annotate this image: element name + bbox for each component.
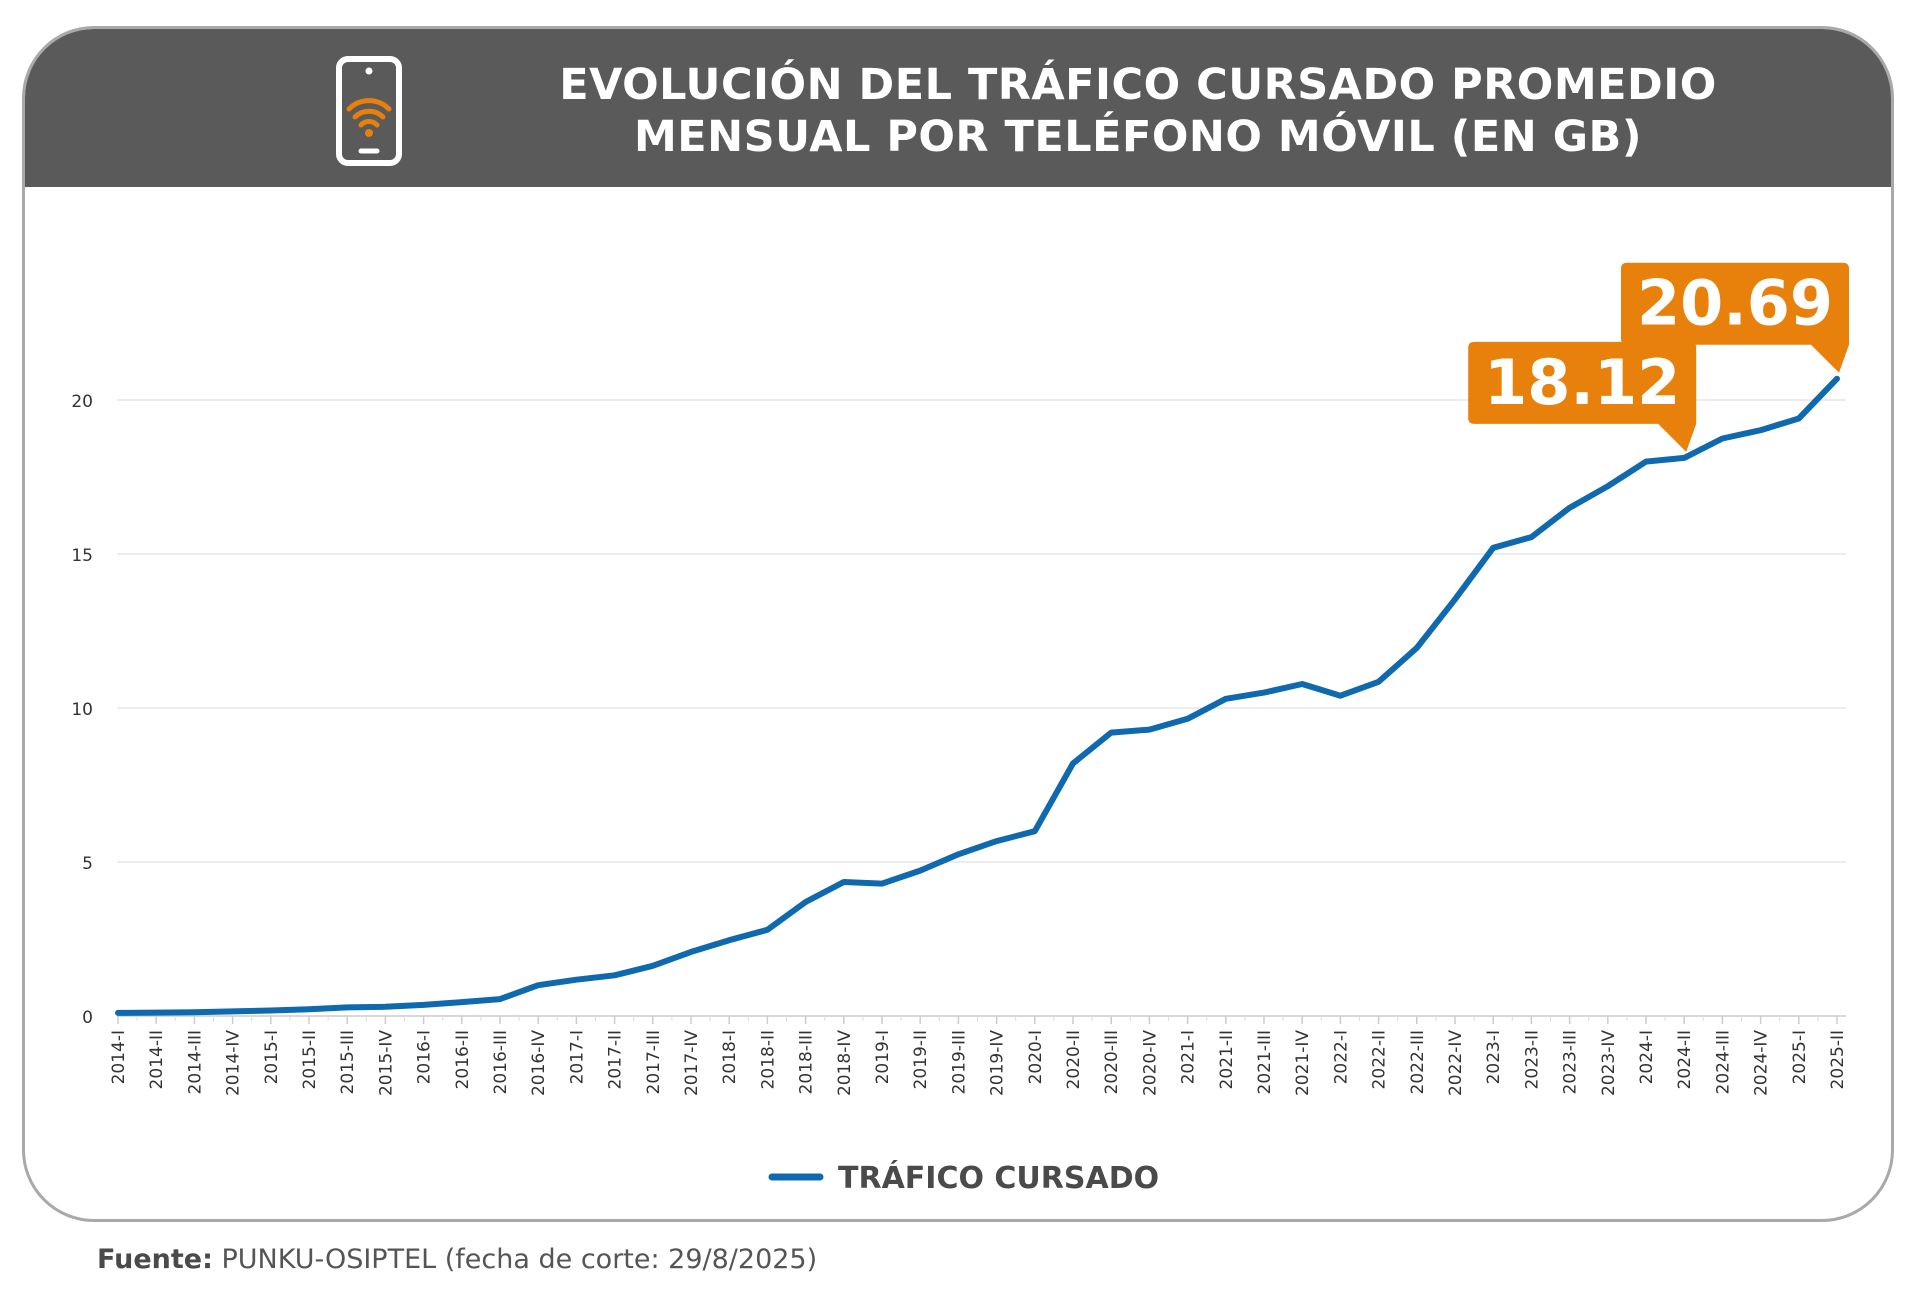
y-tick-label: 15 [71,546,93,566]
title-line-1: EVOLUCIÓN DEL TRÁFICO CURSADO PROMEDIO [559,60,1717,110]
x-tick-label: 2020-I [1026,1030,1046,1084]
source-note: Fuente: PUNKU-OSIPTEL (fecha de corte: 2… [97,1244,817,1275]
x-tick-label: 2014-II [147,1030,167,1089]
x-tick-label: 2016-II [453,1030,473,1089]
x-tick-label: 2015-III [338,1030,358,1094]
legend-label: TRÁFICO CURSADO [838,1160,1159,1196]
x-tick-label: 2020-III [1102,1030,1122,1094]
y-tick-label: 5 [82,854,93,874]
smartphone-wifi-icon [336,56,402,166]
x-tick-label: 2014-III [185,1030,205,1094]
x-tick-label: 2020-IV [1140,1030,1160,1096]
x-tick-label: 2024-IV [1752,1030,1772,1096]
x-tick-label: 2020-II [1064,1030,1084,1089]
x-tick-label: 2017-IV [682,1030,702,1096]
x-tick-label: 2025-II [1828,1030,1848,1089]
x-tick-label: 2018-III [797,1030,817,1094]
x-tick-label: 2024-II [1675,1030,1695,1089]
x-tick-label: 2017-I [567,1030,587,1084]
x-tick-label: 2023-II [1522,1030,1542,1089]
x-tick-label: 2015-IV [376,1030,396,1096]
y-tick-label: 0 [82,1008,93,1028]
x-tick-label: 2018-II [758,1030,778,1089]
x-tick-label: 2019-II [911,1030,931,1089]
x-tick-label: 2024-III [1713,1030,1733,1094]
x-tick-label: 2015-II [300,1030,320,1089]
x-tick-label: 2019-III [949,1030,969,1094]
x-tick-label: 2016-III [491,1030,511,1094]
x-tick-label: 2014-IV [224,1030,244,1096]
x-tick-label: 2015-I [262,1030,282,1084]
x-tick-label: 2016-IV [529,1030,549,1096]
x-tick-label: 2023-IV [1599,1030,1619,1096]
y-tick-label: 20 [71,392,93,412]
x-tick-label: 2022-IV [1446,1030,1466,1096]
x-tick-label: 2022-III [1408,1030,1428,1094]
title-line-2: MENSUAL POR TELÉFONO MÓVIL (EN GB) [634,112,1642,162]
data-label: 18.12 [1484,346,1680,419]
callout-box [1468,341,1697,452]
series-line-trafico-cursado [115,375,1840,1016]
x-tick-label: 2021-II [1217,1030,1237,1089]
x-tick-label: 2018-I [720,1030,740,1084]
x-tick-label: 2021-IV [1293,1030,1313,1096]
x-tick-label: 2021-I [1179,1030,1199,1084]
x-tick-label: 2019-I [873,1030,893,1084]
data-label: 20.69 [1637,267,1833,340]
x-tick-label: 2022-I [1331,1030,1351,1084]
x-tick-label: 2023-III [1561,1030,1581,1094]
x-tick-label: 2024-I [1637,1030,1657,1084]
x-tick-label: 2022-II [1370,1030,1390,1089]
x-tick-label: 2016-I [415,1030,435,1084]
x-tick-label: 2021-III [1255,1030,1275,1094]
callout-box [1621,262,1849,373]
y-tick-label: 10 [71,700,93,720]
x-tick-label: 2019-IV [988,1030,1008,1096]
x-tick-label: 2017-II [606,1030,626,1089]
x-tick-label: 2014-I [109,1030,129,1084]
x-tick-label: 2018-IV [835,1030,855,1096]
source-text: PUNKU-OSIPTEL (fecha de corte: 29/8/2025… [221,1244,818,1275]
source-label: Fuente: [97,1244,213,1275]
x-tick-label: 2017-III [644,1030,664,1094]
x-tick-label: 2023-I [1484,1030,1504,1084]
chart-title: EVOLUCIÓN DEL TRÁFICO CURSADO PROMEDIO M… [385,59,1891,163]
x-tick-label: 2025-I [1790,1030,1810,1084]
chart-header: EVOLUCIÓN DEL TRÁFICO CURSADO PROMEDIO M… [25,29,1891,187]
